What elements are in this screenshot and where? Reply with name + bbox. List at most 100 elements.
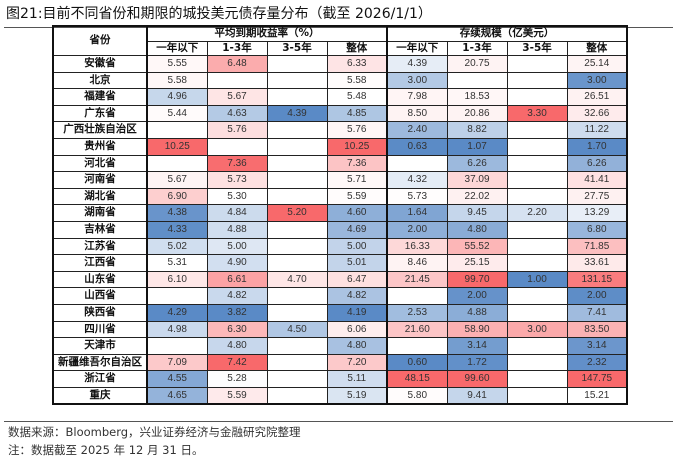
heatmap-cell [266,55,328,73]
heatmap-cell: 9.45 [446,204,508,222]
table-row: 山西省 4.82 4.82 2.00 2.00 [52,287,628,305]
heatmap-cell: 58.90 [446,320,508,339]
heatmap-cell [506,386,568,405]
province-name: 广东省 [52,104,148,123]
note-text: 注：数据截至 2025 年 12 月 31 日。 [8,443,204,457]
heatmap-cell: 6.10 [146,270,208,289]
heatmap-cell: 8.50 [386,104,448,123]
heatmap-cell: 3.82 [206,303,268,322]
province-name: 浙江省 [52,370,148,388]
heatmap-cell: 2.32 [566,353,628,372]
province-name: 贵州省 [52,137,148,156]
heatmap-cell: 4.69 [326,220,388,239]
table-row: 新疆维吾尔自治区 7.09 7.42 7.20 0.60 1.72 2.32 [52,353,628,372]
heatmap-cell [506,287,568,305]
heatmap-cell [506,121,568,139]
heatmap-cell: 5.55 [146,55,208,73]
heatmap-cell: 6.47 [326,270,388,289]
heatmap-cell: 2.00 [446,287,508,305]
heatmap-cell: 4.32 [386,171,448,189]
heatmap-cell: 7.98 [386,88,448,106]
heatmap-cell: 4.38 [146,204,208,222]
heatmap-cell: 71.85 [566,237,628,256]
heatmap-cell: 5.59 [206,386,268,405]
heatmap-cell [506,220,568,239]
table-row: 北京 5.58 5.58 3.00 3.00 [52,71,628,90]
table-row: 山东省 6.10 6.61 4.70 6.47 21.45 99.70 1.00 131.15 [52,270,628,289]
heatmap-cell: 0.63 [386,137,448,156]
column-header: 1-3年 [446,40,508,56]
heatmap-cell: 1.07 [446,137,508,156]
heatmap-cell: 21.60 [386,320,448,339]
heatmap-cell: 5.44 [146,104,208,123]
heatmap-cell [506,137,568,156]
heatmap-cell [206,137,268,156]
column-header: 3-5年 [506,40,568,56]
heatmap-cell: 4.80 [206,337,268,355]
heatmap-cell: 4.98 [146,320,208,339]
heatmap-cell: 5.58 [326,71,388,90]
heatmap-cell [266,187,328,206]
heatmap-cell [206,71,268,90]
heatmap-cell: 5.02 [146,237,208,256]
heatmap-cell [266,337,328,355]
group-header-size: 存续规模（亿美元） [386,25,628,42]
heatmap-cell: 22.02 [446,187,508,206]
heatmap-cell: 4.65 [146,386,208,405]
column-header: 一年以下 [386,40,448,56]
table-row: 安徽省 5.55 6.48 6.33 4.39 20.75 25.14 [52,55,628,73]
heatmap-cell [506,154,568,173]
heatmap-cell [266,287,328,305]
table-row: 广东省 5.44 4.63 4.39 4.85 8.50 20.86 3.30 32.66 [52,104,628,123]
province-name: 湖北省 [52,187,148,206]
table-row: 浙江省 4.55 5.28 5.11 48.15 99.60 147.75 [52,370,628,388]
heatmap-cell [146,154,208,173]
heatmap-cell: 48.15 [386,370,448,388]
heatmap-cell: 4.29 [146,303,208,322]
heatmap-cell: 4.80 [446,220,508,239]
heatmap-cell: 5.31 [146,254,208,272]
province-name: 北京 [52,71,148,90]
heatmap-cell [146,287,208,305]
heatmap-cell: 5.19 [326,386,388,405]
heatmap-cell: 4.50 [266,320,328,339]
heatmap-cell: 5.80 [386,386,448,405]
heatmap-cell [506,370,568,388]
heatmap-cell: 18.53 [446,88,508,106]
heatmap-cell: 6.26 [566,154,628,173]
heatmap-cell: 7.41 [566,303,628,322]
table-row: 天津市 4.80 4.80 3.14 3.14 [52,337,628,355]
province-name: 河北省 [52,154,148,173]
heatmap-cell: 20.75 [446,55,508,73]
column-header: 一年以下 [146,40,208,56]
table-row: 河北省 7.36 7.36 6.26 6.26 [52,154,628,173]
heatmap-cell: 0.60 [386,353,448,372]
table-row: 河南省 5.67 5.73 5.71 4.32 37.09 41.41 [52,171,628,189]
heatmap-cell: 4.82 [326,287,388,305]
column-header: 整体 [566,40,628,56]
heatmap-cell: 21.45 [386,270,448,289]
table-row: 福建省 4.96 5.67 5.48 7.98 18.53 26.51 [52,88,628,106]
heatmap-cell: 3.14 [566,337,628,355]
column-header: 1-3年 [206,40,268,56]
heatmap-cell: 83.50 [566,320,628,339]
heatmap-cell: 20.86 [446,104,508,123]
table-row: 湖南省 4.38 4.84 5.20 4.60 1.64 9.45 2.20 13.29 [52,204,628,222]
heatmap-cell: 5.73 [206,171,268,189]
heatmap-cell: 4.60 [326,204,388,222]
heatmap-cell: 4.82 [206,287,268,305]
group-header-yield: 平均到期收益率（%） [145,25,388,42]
heatmap-cell: 5.28 [206,370,268,388]
heatmap-cell: 6.26 [446,154,508,173]
province-name: 山西省 [52,287,148,305]
heatmap-cell: 13.29 [566,204,628,222]
bottom-rule [4,421,673,422]
heatmap-cell: 6.80 [566,220,628,239]
column-header: 整体 [326,40,388,56]
heatmap-cell [266,137,328,156]
heatmap-cell: 2.00 [566,287,628,305]
province-name: 新疆维吾尔自治区 [52,353,148,372]
heatmap-cell [266,370,328,388]
province-name: 湖南省 [52,204,148,222]
heatmap-cell: 5.11 [326,370,388,388]
